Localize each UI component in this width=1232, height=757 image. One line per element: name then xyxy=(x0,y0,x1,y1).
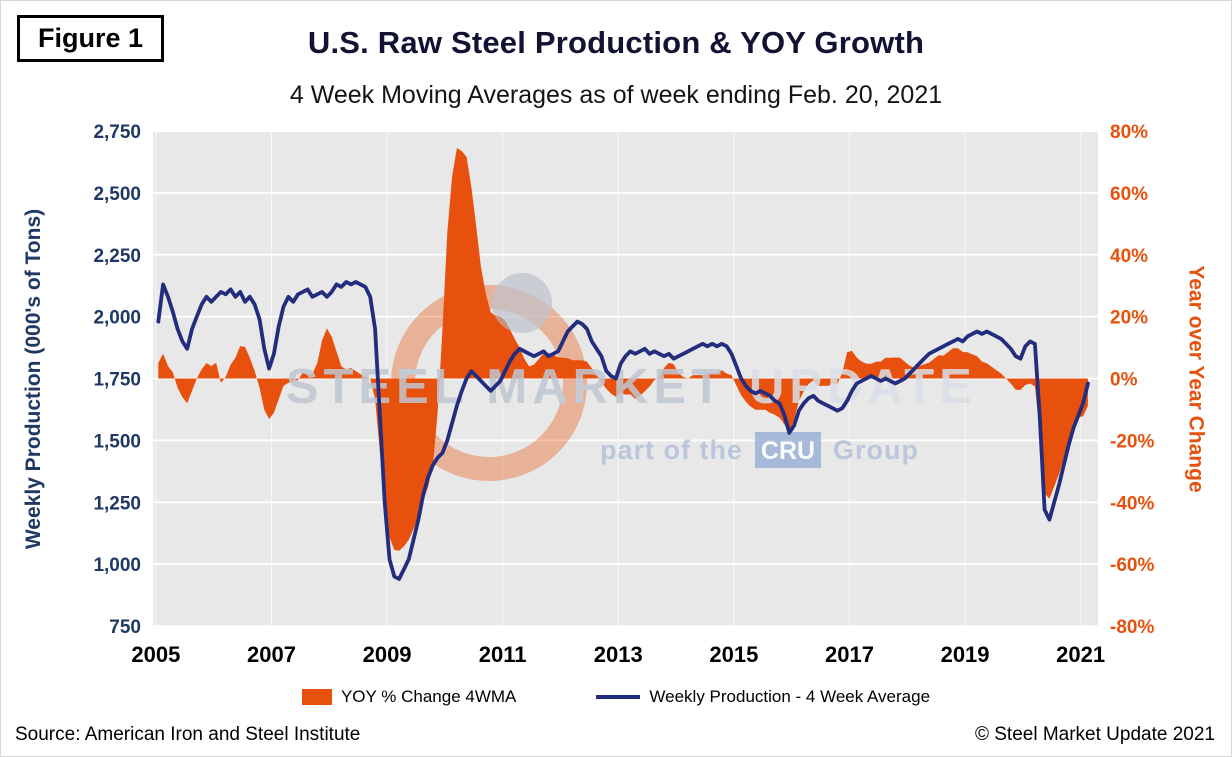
svg-text:2019: 2019 xyxy=(941,642,990,667)
source-note: Source: American Iron and Steel Institut… xyxy=(15,724,361,745)
svg-text:1,000: 1,000 xyxy=(93,555,141,576)
svg-text:-60%: -60% xyxy=(1110,555,1154,576)
watermark-text-steel-market: STEEL MARKET xyxy=(286,360,726,414)
svg-text:-40%: -40% xyxy=(1110,493,1154,514)
svg-text:60%: 60% xyxy=(1110,184,1148,205)
svg-text:2,250: 2,250 xyxy=(93,246,141,267)
svg-text:80%: 80% xyxy=(1110,122,1148,143)
chart-subtitle: 4 Week Moving Averages as of week ending… xyxy=(289,81,943,109)
svg-text:2009: 2009 xyxy=(363,642,412,667)
watermark-logo-sphere-icon xyxy=(492,273,552,333)
copyright-note: © Steel Market Update 2021 xyxy=(974,724,1215,745)
legend: YOY % Change 4WMA Weekly Production - 4 … xyxy=(1,687,1231,707)
svg-text:-80%: -80% xyxy=(1110,617,1154,638)
cru-badge xyxy=(755,432,821,468)
watermark-logo-ring-icon xyxy=(391,285,587,481)
legend-label-production: Weekly Production - 4 Week Average xyxy=(649,687,931,706)
svg-text:2,750: 2,750 xyxy=(93,122,141,143)
legend-item-yoy: YOY % Change 4WMA xyxy=(301,687,517,707)
svg-text:1,250: 1,250 xyxy=(93,493,141,514)
svg-text:750: 750 xyxy=(109,617,141,638)
figure-label: Figure 1 xyxy=(17,15,165,62)
production-line-series xyxy=(156,280,1090,581)
chart-canvas: STEEL MARKET UPDATE part of the CRU Grou… xyxy=(93,122,1154,667)
watermark-cru: CRU xyxy=(761,437,815,465)
svg-text:2007: 2007 xyxy=(247,642,296,667)
yoy-area-series xyxy=(158,148,1088,551)
svg-text:2011: 2011 xyxy=(479,642,527,667)
legend-label-yoy: YOY % Change 4WMA xyxy=(340,687,517,706)
svg-text:40%: 40% xyxy=(1110,246,1148,267)
svg-text:2013: 2013 xyxy=(594,642,643,667)
chart-title: U.S. Raw Steel Production & YOY Growth xyxy=(307,25,925,60)
svg-text:1,500: 1,500 xyxy=(93,431,141,452)
svg-text:2017: 2017 xyxy=(825,642,874,667)
svg-text:2021: 2021 xyxy=(1056,642,1105,667)
svg-text:0%: 0% xyxy=(1110,370,1138,391)
watermark: STEEL MARKET UPDATE part of the CRU Grou… xyxy=(286,273,977,481)
svg-text:1,750: 1,750 xyxy=(93,370,141,391)
watermark-part-of-the: part of the xyxy=(600,435,743,465)
svg-text:2,500: 2,500 xyxy=(93,184,141,205)
svg-text:20%: 20% xyxy=(1110,308,1148,329)
svg-text:2015: 2015 xyxy=(709,642,758,667)
svg-text:-20%: -20% xyxy=(1110,431,1154,452)
watermark-text-update: UPDATE xyxy=(749,360,977,414)
yoy-area-swatch-icon xyxy=(301,689,332,705)
axis-tick-labels: 2,750 2,500 2,250 2,000 1,750 1,500 1,250 1,000… xyxy=(93,122,1154,667)
svg-text:2005: 2005 xyxy=(131,642,180,667)
svg-text:2,000: 2,000 xyxy=(93,308,141,329)
legend-item-production: Weekly Production - 4 Week Average xyxy=(596,687,930,707)
watermark-group: Group xyxy=(833,435,919,465)
production-line-swatch-icon xyxy=(596,695,641,699)
